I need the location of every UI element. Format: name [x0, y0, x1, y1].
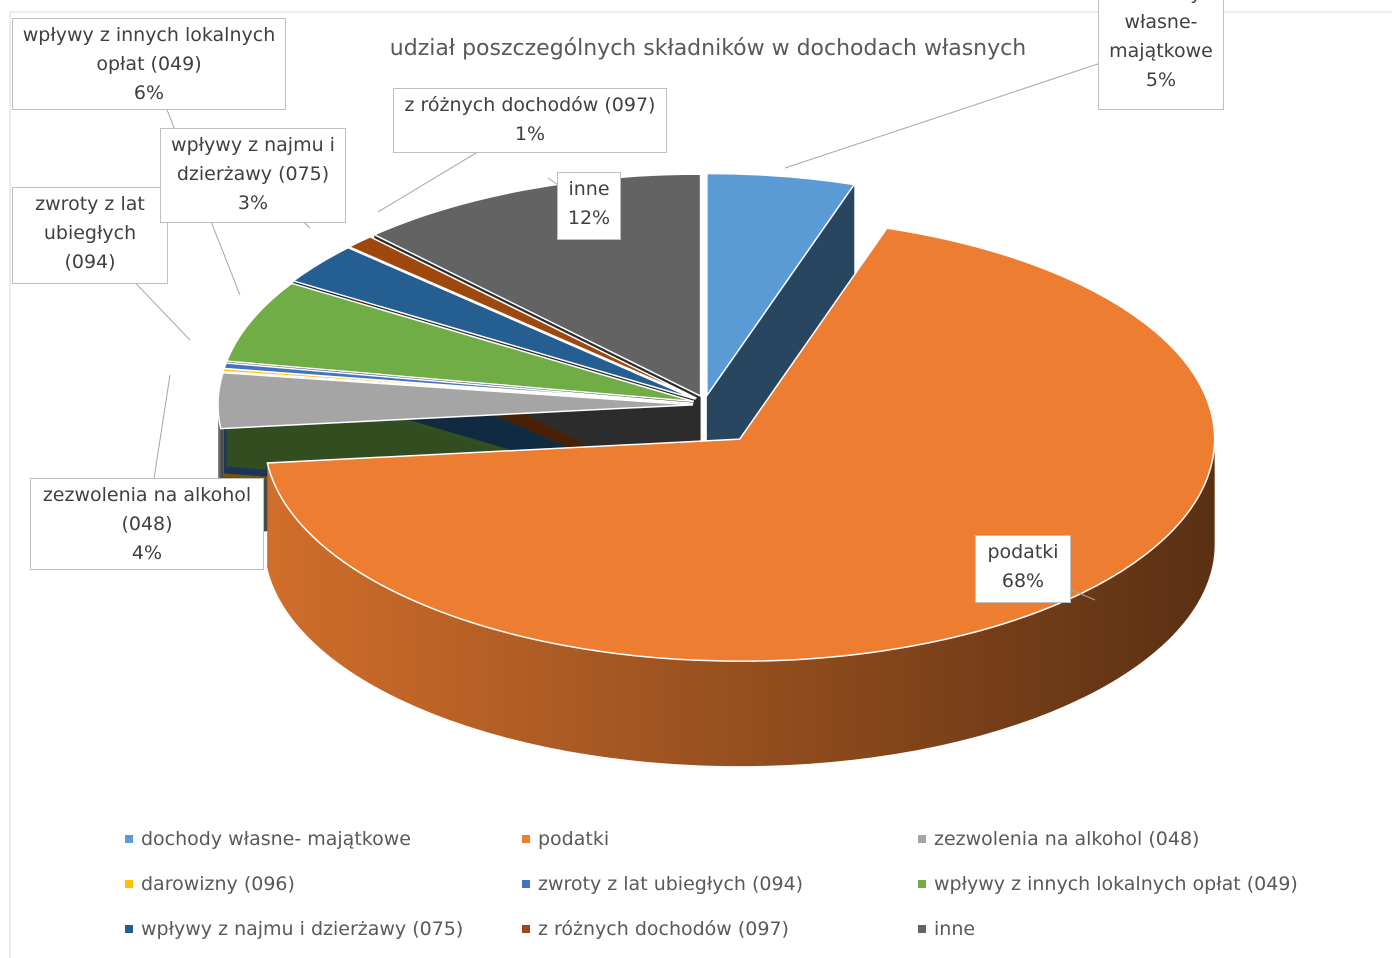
data-label-value: 3%: [237, 192, 269, 214]
legend-item: wpływy z najmu i dzierżawy (075): [125, 918, 463, 940]
legend-item: inne: [918, 918, 975, 940]
chart-border: [9, 11, 1392, 958]
data-label-value: 5%: [1145, 69, 1177, 91]
data-label-name: wpływy z najmu i dzierżawy (075): [171, 134, 335, 185]
data-label-name: z różnych dochodów (097): [404, 94, 656, 116]
legend-item: zezwolenia na alkohol (048): [918, 828, 1199, 850]
data-label: podatki 68%: [975, 535, 1071, 603]
pie-slice: [291, 246, 696, 400]
data-label: dochody własne- majątkowe 5%: [1098, 0, 1224, 110]
slice-side-shade: [267, 439, 1215, 767]
data-label-value: 6%: [133, 82, 165, 104]
legend-swatch: [918, 880, 926, 888]
data-label-name: zezwolenia na alkohol (048): [42, 484, 252, 535]
data-label-name: dochody własne- majątkowe: [1109, 0, 1213, 62]
legend-swatch: [125, 835, 133, 843]
legend-label: darowizny (096): [141, 873, 295, 895]
pie-slice: [217, 371, 694, 430]
data-label: inne 12%: [557, 172, 621, 240]
data-label: z różnych dochodów (097) 1%: [393, 88, 667, 153]
legend-swatch: [918, 925, 926, 933]
legend-label: z różnych dochodów (097): [538, 918, 789, 940]
legend-label: wpływy z innych lokalnych opłat (049): [934, 873, 1298, 895]
legend-label: dochody własne- majątkowe: [141, 828, 411, 850]
legend-swatch: [522, 925, 530, 933]
legend-label: podatki: [538, 828, 610, 850]
data-label-value: 68%: [1001, 570, 1045, 592]
legend-item: darowizny (096): [125, 873, 295, 895]
legend-swatch: [125, 925, 133, 933]
legend-label: zwroty z lat ubiegłych (094): [538, 873, 804, 895]
data-label: wpływy z innych lokalnych opłat (049) 6%: [12, 18, 286, 110]
legend-swatch: [918, 835, 926, 843]
legend-item: zwroty z lat ubiegłych (094): [522, 873, 803, 895]
pie-slice: [223, 362, 694, 405]
data-label-value: 1%: [514, 123, 546, 145]
chart-title: udział poszczególnych składników w docho…: [389, 36, 1027, 61]
data-label: wpływy z najmu i dzierżawy (075) 3%: [160, 128, 346, 223]
pie-slice: [225, 282, 695, 403]
data-label-value: 12%: [567, 207, 611, 229]
legend-item: dochody własne- majątkowe: [125, 828, 411, 850]
data-label: zezwolenia na alkohol (048) 4%: [30, 478, 264, 570]
slice-cut-shade: [706, 184, 855, 501]
legend-swatch: [522, 835, 530, 843]
pie-slice: [347, 236, 697, 399]
pie-slice: [706, 172, 856, 398]
legend-swatch: [522, 880, 530, 888]
legend-item: podatki: [522, 828, 609, 850]
legend-item: wpływy z innych lokalnych opłat (049): [918, 873, 1298, 895]
legend-label: wpływy z najmu i dzierżawy (075): [141, 918, 464, 940]
legend-item: z różnych dochodów (097): [522, 918, 789, 940]
data-label-name: wpływy z innych lokalnych opłat (049): [22, 24, 276, 75]
data-label-value: 4%: [131, 542, 163, 564]
legend-swatch: [125, 880, 133, 888]
legend-label: zezwolenia na alkohol (048): [934, 828, 1200, 850]
data-label: zwroty z lat ubiegłych (094): [12, 187, 168, 284]
data-label-name: zwroty z lat ubiegłych (094): [35, 193, 145, 273]
legend-label: inne: [934, 918, 976, 940]
data-label-name: inne: [568, 178, 610, 200]
data-label-name: podatki: [987, 541, 1059, 563]
